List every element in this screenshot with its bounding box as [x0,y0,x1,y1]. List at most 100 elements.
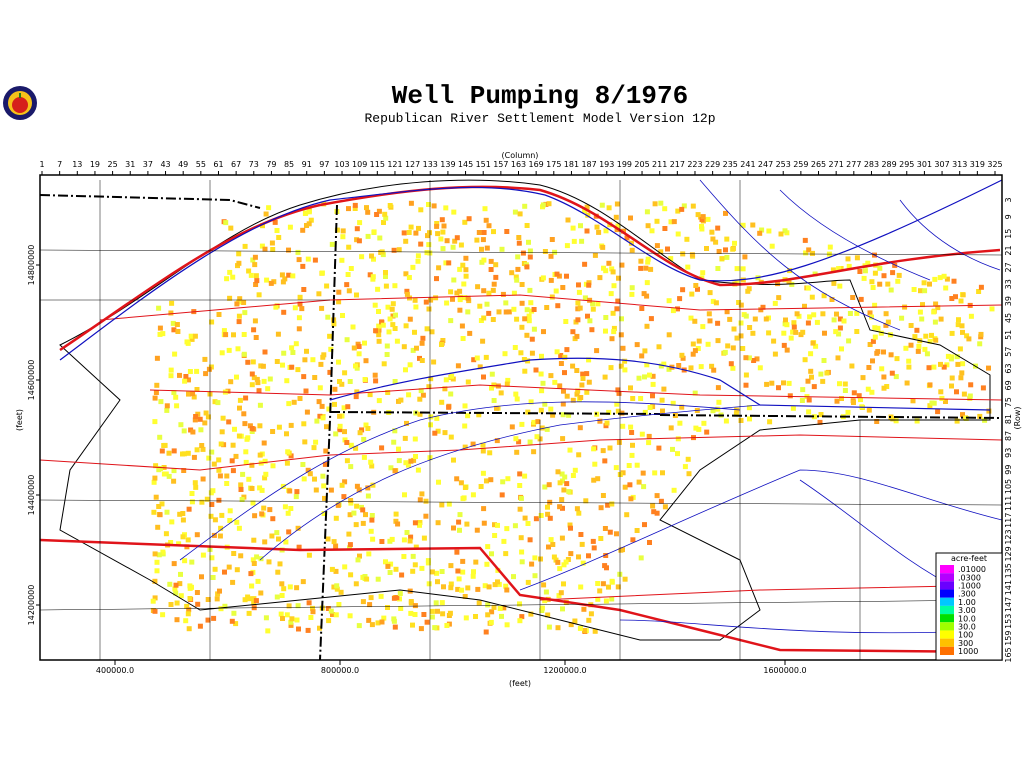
pumping-cell [695,346,701,351]
river [59,179,1003,361]
pumping-cell [560,412,566,418]
pumping-cell [676,363,682,368]
pumping-cell [883,322,889,328]
pumping-cell [959,323,965,329]
pumping-cell [209,449,215,455]
pumping-cell [151,479,157,485]
pumping-cell [263,211,269,217]
pumping-cell [259,487,265,493]
pumping-cell [638,265,644,271]
pumping-cell [209,555,215,561]
pumping-cell [173,590,179,596]
pumping-cell [560,606,565,612]
pumping-cell [693,283,699,288]
pumping-cell [281,350,287,356]
pumping-cell [303,388,309,394]
pumping-cell [658,363,664,369]
pumping-cell [642,348,648,354]
title: Well Pumping 8/1976 [392,81,688,111]
pumping-cell [578,223,583,229]
pumping-cell [447,610,453,616]
column-tick-label: 19 [90,160,100,169]
pumping-cell [481,374,486,380]
pumping-cell [921,280,927,286]
pumping-cell [538,371,544,377]
pumping-cell [548,406,554,412]
pumping-cell [566,412,572,418]
pumping-cell [517,483,523,488]
pumping-cell [480,338,486,344]
pumping-cell [257,423,263,429]
pumping-cell [596,229,602,235]
pumping-cell [713,300,719,306]
pumping-cell [183,374,189,379]
pumping-cell [837,283,843,289]
pumping-cell [333,568,339,574]
pumping-cell [389,306,395,312]
pumping-cell [658,498,664,504]
pumping-cell [906,358,912,364]
pumping-cell [860,375,866,381]
pumping-cell [168,540,174,545]
pumping-cell [833,329,839,335]
pumping-cell [174,403,180,409]
pumping-cell [168,373,174,379]
pumping-cell [239,497,245,502]
pumping-cell [893,374,899,380]
pumping-cell [806,247,812,253]
pumping-cell [842,381,848,387]
pumping-cell [784,322,790,328]
pumping-cell [162,442,168,448]
pumping-cell [336,289,342,295]
pumping-cell [466,216,472,222]
pumping-cell [252,254,258,260]
pumping-cell [454,235,460,241]
pumping-cell [931,400,937,406]
pumping-cell [937,275,943,281]
pumping-cell [610,269,616,275]
pumping-cell [734,335,740,341]
pumping-cell [172,351,178,357]
pumping-cell [889,370,895,376]
row-tick-label: 153 [1004,614,1013,629]
pumping-cell [935,305,941,311]
pumping-cell [529,336,535,342]
pumping-cell [152,475,158,481]
pumping-cell [355,557,361,563]
pumping-cell [255,578,261,584]
pumping-cell [287,488,293,494]
column-tick-label: 187 [581,160,596,169]
pumping-cell [893,418,899,424]
pumping-cell [532,555,538,561]
pumping-cell [949,375,955,381]
pumping-cell [571,238,577,244]
pumping-cell [903,345,909,351]
column-tick-label: 67 [231,160,241,169]
pumping-cell [869,314,874,320]
pumping-cell [699,223,704,229]
pumping-cell [788,335,794,341]
pumping-cell [933,337,939,343]
pumping-cell [548,537,554,543]
pumping-cell [328,346,334,352]
column-tick-label: 25 [107,160,117,169]
pumping-cell [236,433,242,439]
pumping-cell [615,298,621,304]
pumping-cell [401,537,407,543]
pumping-cell [670,446,675,452]
pumping-cell [485,612,491,618]
pumping-cell [457,307,463,313]
pumping-cell [504,381,510,387]
pumping-cell [356,344,362,349]
pumping-cell [270,247,276,252]
pumping-cell [346,244,352,250]
pumping-cell [224,276,230,282]
pumping-cell [603,598,609,604]
pumping-cell [242,421,248,427]
pumping-cell [511,290,517,296]
pumping-cell [608,291,614,297]
pumping-cell [692,318,698,324]
pumping-cell [609,336,615,342]
pumping-cell [585,212,591,218]
pumping-cell [806,397,812,403]
